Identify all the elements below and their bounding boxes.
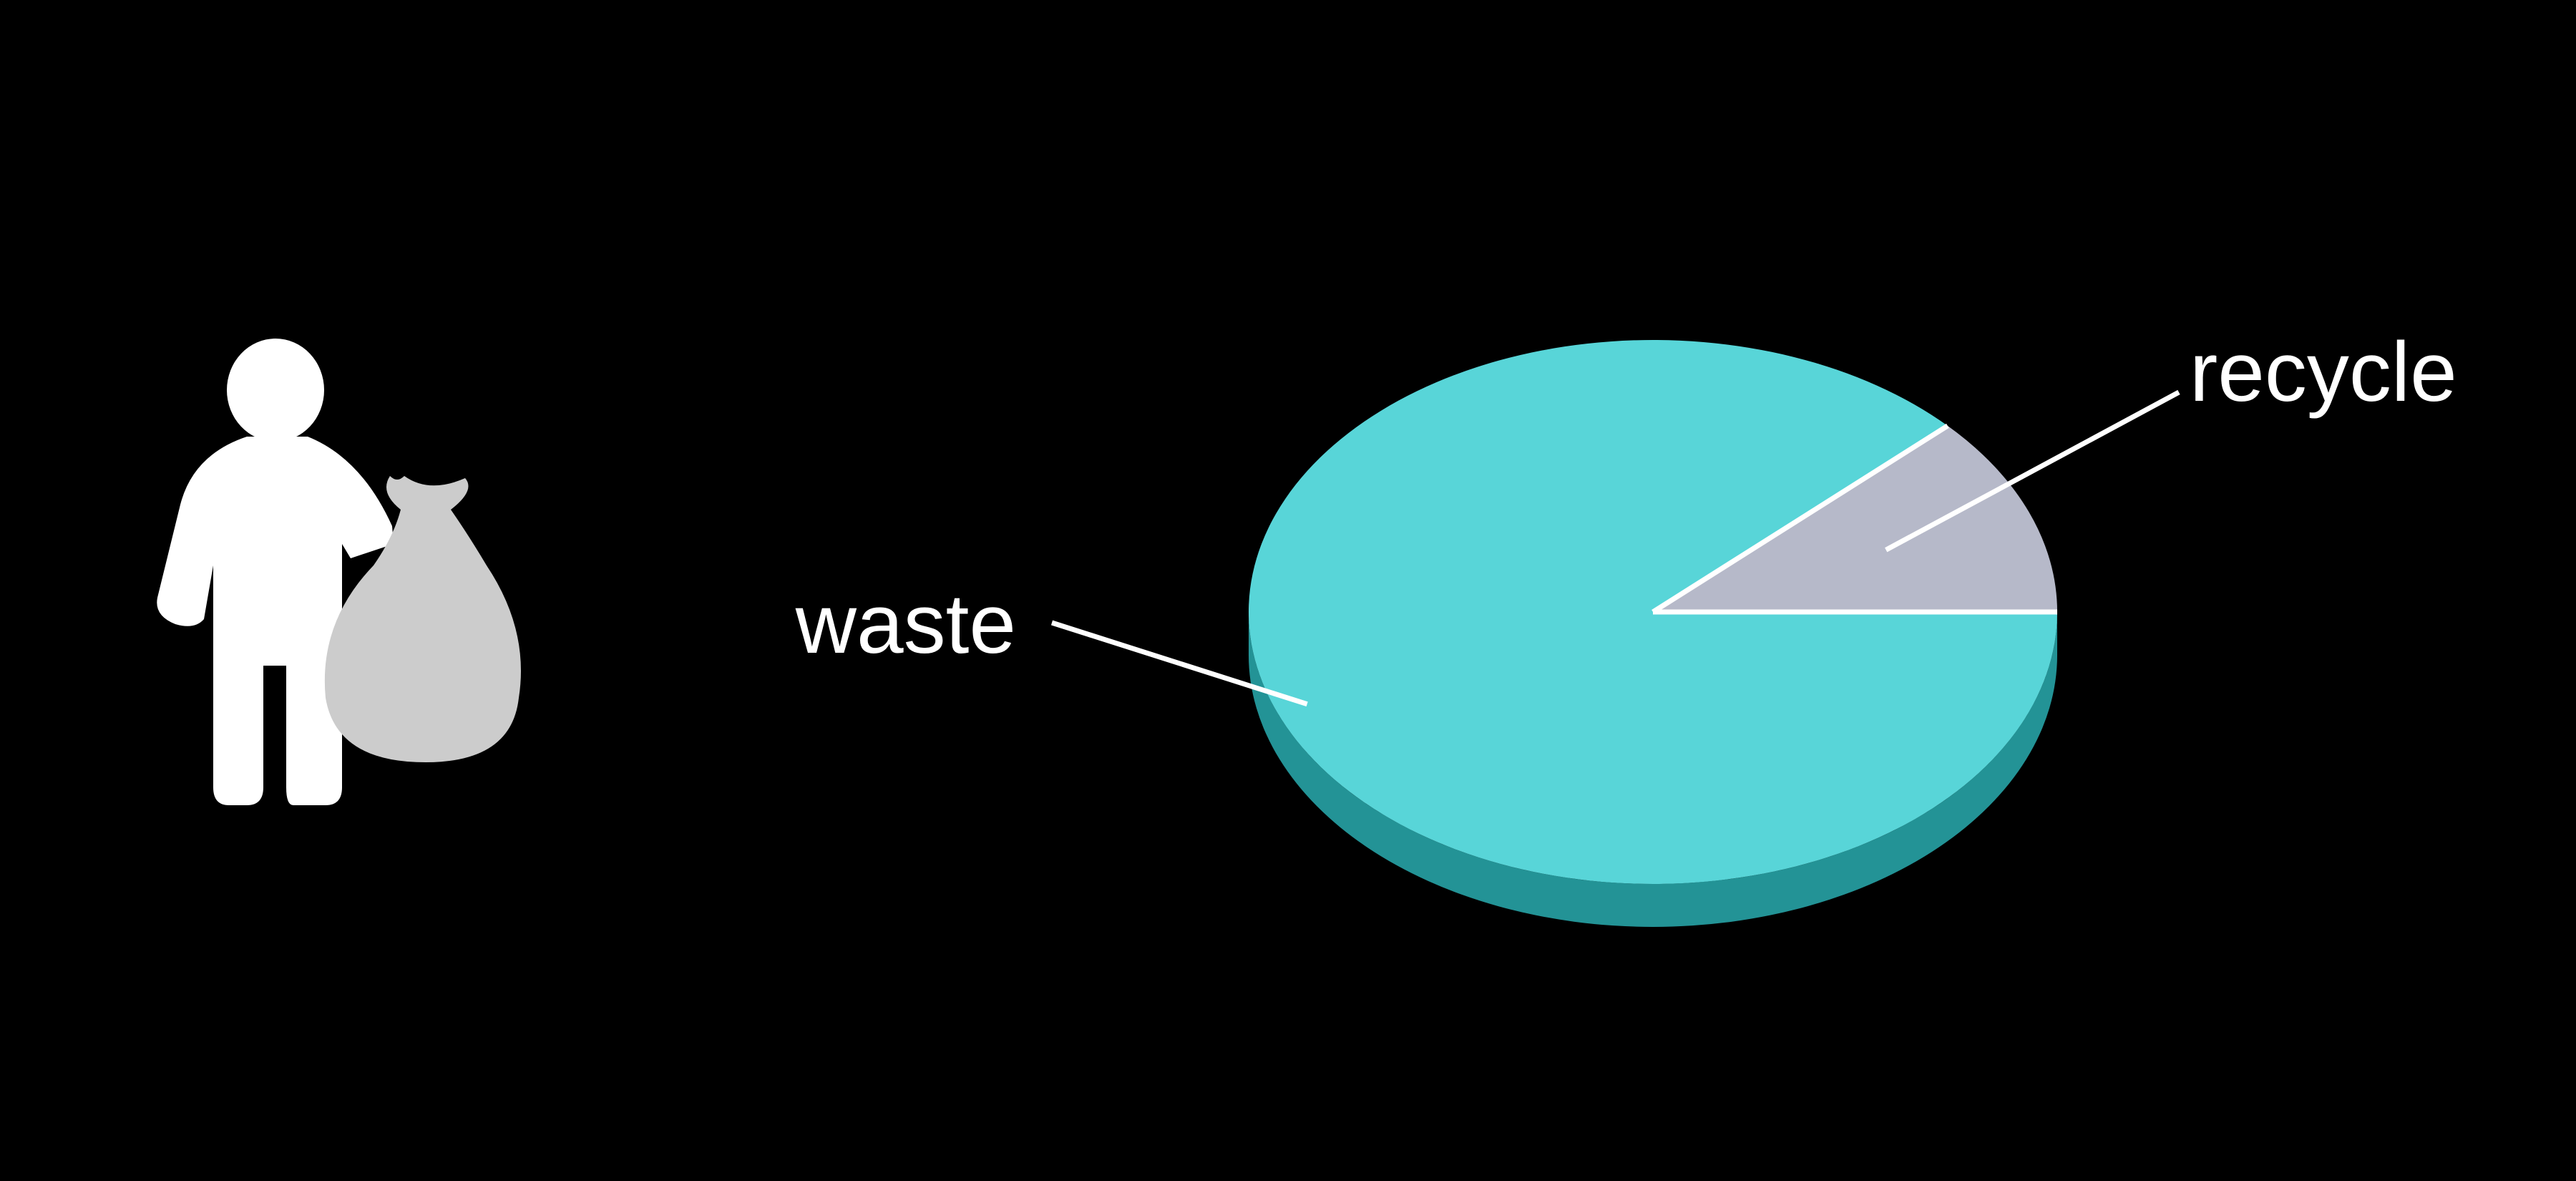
pie [1249,340,2057,927]
trash-bag-icon [324,476,521,762]
pie-side-waste [1249,612,2057,927]
pie-labels: recycle waste [795,325,2457,707]
slice-label-waste: waste [795,577,1016,671]
person-with-trash-bag-icon [157,339,521,805]
pie-slice-recycle [1653,425,2057,612]
slice-divider-2 [1652,423,1949,614]
slice-label-recycle: recycle [2190,325,2457,419]
leader-line-waste [1050,620,1308,707]
leader-line-recycle [1885,389,2180,553]
